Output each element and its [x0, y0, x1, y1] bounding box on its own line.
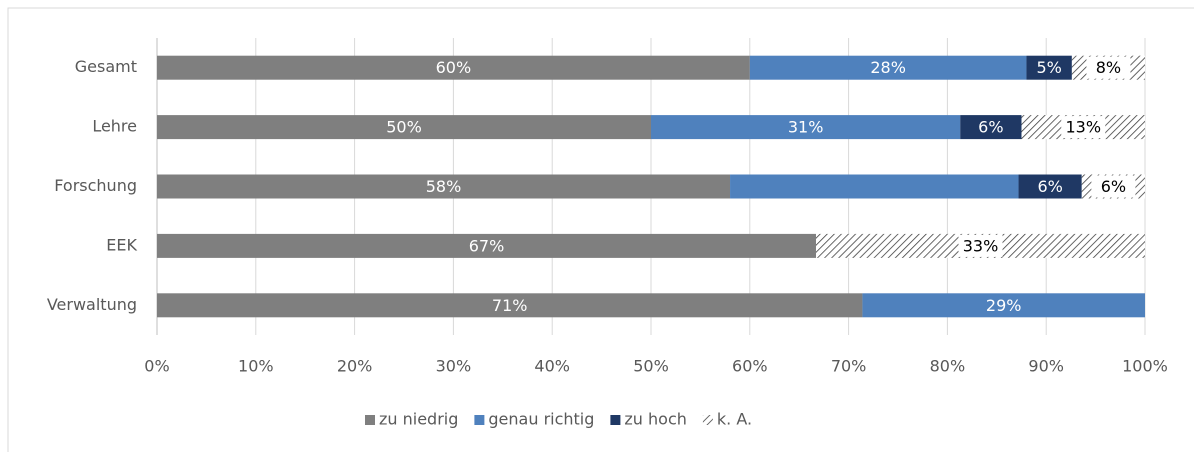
y-tick-label: Verwaltung	[47, 295, 137, 314]
legend-label: zu hoch	[624, 410, 687, 429]
x-tick-label: 40%	[534, 357, 570, 376]
bar-segment	[749, 55, 1027, 80]
legend-label: zu niedrig	[379, 410, 458, 429]
bar-segment	[960, 115, 1022, 140]
legend-swatch	[365, 415, 375, 425]
data-label: 67%	[469, 236, 505, 255]
data-label: 50%	[386, 118, 422, 137]
x-tick-label: 50%	[633, 357, 669, 376]
y-tick-label: Lehre	[92, 117, 137, 136]
x-tick-label: 10%	[238, 357, 274, 376]
legend-swatch	[474, 415, 485, 425]
x-tick-label: 80%	[930, 357, 966, 376]
legend-swatch	[702, 415, 713, 425]
bar-segment	[730, 174, 1019, 199]
bar-segment	[157, 293, 863, 318]
x-tick-label: 30%	[436, 357, 472, 376]
data-label: 6%	[978, 118, 1003, 137]
label-bg	[1091, 175, 1136, 198]
data-label: 33%	[963, 236, 999, 255]
data-label: 71%	[492, 296, 528, 315]
data-label: 8%	[1096, 58, 1121, 77]
data-label: 29%	[986, 296, 1022, 315]
x-tick-label: 60%	[732, 357, 768, 376]
label-bg	[1086, 56, 1131, 79]
data-label: 58%	[426, 177, 462, 196]
data-label: 5%	[1036, 58, 1061, 77]
bar-segment	[1018, 174, 1082, 199]
bar-segment	[157, 174, 731, 199]
legend-label: genau richtig	[488, 410, 594, 429]
data-label: 6%	[1037, 177, 1062, 196]
x-tick-label: 70%	[831, 357, 867, 376]
bar-segment	[651, 115, 961, 140]
data-label: 28%	[870, 58, 906, 77]
y-tick-label: Forschung	[54, 176, 137, 195]
data-label: 60%	[436, 58, 472, 77]
data-label: 13%	[1065, 118, 1101, 137]
x-tick-label: 90%	[1028, 357, 1064, 376]
chart-border	[7, 7, 1194, 452]
bar-segment	[157, 115, 651, 140]
x-tick-label: 0%	[144, 357, 169, 376]
bar-segment	[157, 55, 750, 80]
bar-segment	[862, 293, 1145, 318]
data-label: 6%	[1101, 177, 1126, 196]
label-bg	[1061, 116, 1106, 139]
legend-swatch	[610, 415, 621, 425]
y-tick-label: EEK	[106, 235, 137, 254]
data-label: 31%	[788, 118, 824, 137]
legend-label: k. A.	[717, 410, 752, 429]
x-tick-label: 100%	[1122, 357, 1168, 376]
y-tick-label: Gesamt	[75, 57, 137, 76]
bar-segment	[157, 233, 816, 258]
x-tick-label: 20%	[337, 357, 373, 376]
label-bg	[958, 234, 1003, 257]
bar-segment	[1026, 55, 1072, 80]
